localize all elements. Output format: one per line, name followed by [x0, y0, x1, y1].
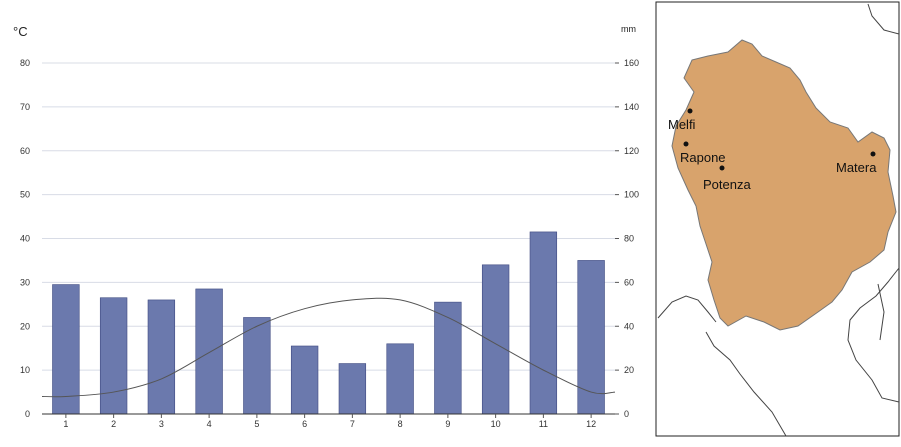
right-tick-label: 60	[624, 277, 634, 287]
city-dot	[719, 165, 725, 171]
region-shape	[671, 39, 897, 331]
city-rapone: Rapone	[680, 141, 726, 165]
left-axis-unit: °C	[13, 24, 28, 39]
x-tick-label: 4	[207, 419, 212, 429]
right-tick-label: 20	[624, 365, 634, 375]
right-axis-unit: mm	[621, 24, 636, 34]
x-tick-label: 12	[586, 419, 596, 429]
border-line	[877, 283, 885, 341]
city-melfi: Melfi	[668, 108, 696, 132]
left-tick-label: 40	[20, 234, 30, 244]
left-tick-label: 60	[20, 146, 30, 156]
x-tick-label: 7	[350, 419, 355, 429]
city-potenza: Potenza	[703, 165, 751, 192]
city-dot	[870, 151, 876, 157]
x-tick-label: 2	[111, 419, 116, 429]
x-tick-label: 3	[159, 419, 164, 429]
x-tick-label: 10	[491, 419, 501, 429]
city-label: Potenza	[703, 177, 751, 192]
x-tick-label: 8	[398, 419, 403, 429]
city-dot	[687, 108, 693, 114]
x-tick-label: 6	[302, 419, 307, 429]
bar	[529, 231, 558, 415]
bar	[290, 345, 319, 415]
left-tick-label: 10	[20, 365, 30, 375]
bar	[338, 363, 367, 415]
city-label: Matera	[836, 160, 877, 175]
city-label: Melfi	[668, 117, 696, 132]
right-tick-label: 80	[624, 234, 634, 244]
left-tick-label: 50	[20, 190, 30, 200]
border-line	[657, 295, 717, 323]
bar	[386, 343, 414, 415]
right-tick-label: 100	[624, 190, 639, 200]
x-axis-ticks: 1 2 3 4 5 6 7 8 9 10 11 12	[63, 414, 596, 429]
left-tick-label: 70	[20, 102, 30, 112]
city-label: Rapone	[680, 150, 726, 165]
right-tick-label: 40	[624, 321, 634, 331]
bar	[243, 317, 271, 415]
x-tick-label: 1	[63, 419, 68, 429]
bar	[147, 299, 176, 415]
border-line	[705, 331, 787, 437]
city-dot	[683, 141, 689, 147]
left-tick-label: 80	[20, 58, 30, 68]
city-matera: Matera	[836, 151, 877, 175]
right-tick-label: 140	[624, 102, 639, 112]
x-tick-label: 9	[445, 419, 450, 429]
right-tick-label: 160	[624, 58, 639, 68]
left-tick-label: 0	[25, 409, 30, 419]
left-tick-label: 30	[20, 277, 30, 287]
bar	[52, 284, 80, 415]
bar	[99, 297, 128, 415]
temperature-line	[41, 297, 616, 398]
right-axis-ticks: 0 20 40 60 80 100 120 140 160	[615, 58, 639, 419]
x-tick-label: 11	[539, 419, 548, 429]
right-tick-label: 0	[624, 409, 629, 419]
border-line	[847, 267, 900, 403]
left-axis-ticks: 0 10 20 30 40 50 60 70 80	[20, 58, 30, 419]
border-line	[867, 3, 900, 35]
gridlines	[42, 62, 615, 371]
right-tick-label: 120	[624, 146, 639, 156]
bar	[481, 264, 510, 415]
precipitation-bars	[52, 231, 605, 415]
left-tick-label: 20	[20, 321, 30, 331]
bar	[195, 288, 223, 415]
x-tick-label: 5	[254, 419, 259, 429]
